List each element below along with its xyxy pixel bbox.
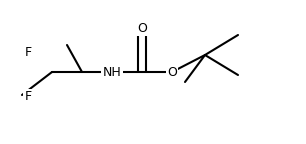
Text: O: O [137,21,147,35]
Text: O: O [167,66,177,78]
Text: F: F [24,46,32,58]
Text: NH: NH [103,66,121,78]
Text: F: F [24,90,32,104]
